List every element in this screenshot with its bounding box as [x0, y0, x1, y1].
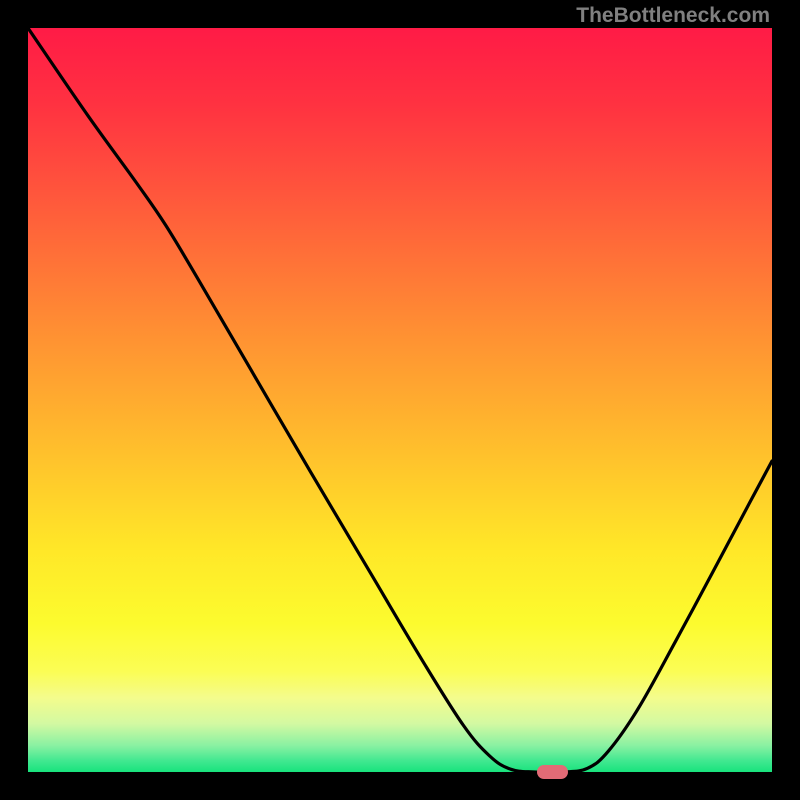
plot-area [28, 28, 772, 772]
outer-frame: TheBottleneck.com [0, 0, 800, 800]
minimum-marker [537, 765, 568, 778]
bottleneck-curve [28, 28, 772, 772]
watermark-text: TheBottleneck.com [576, 4, 770, 28]
